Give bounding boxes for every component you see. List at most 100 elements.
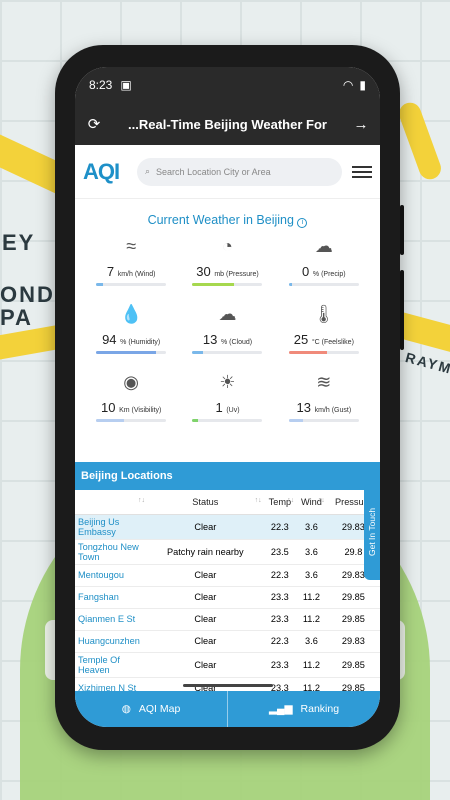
cell-temp: 22.3 — [263, 630, 297, 653]
page-title: ...Real-Time Beijing Weather For — [128, 116, 327, 132]
metric-label: (Pressure) — [226, 271, 259, 278]
cell-name[interactable]: Huangcunzhen — [75, 630, 147, 653]
search-placeholder: Search Location City or Area — [156, 166, 271, 177]
info-icon[interactable]: i — [297, 218, 308, 228]
column-header-status[interactable]: Status ↑↓ — [147, 490, 264, 515]
weather-section-title: Current Weather in Beijing i — [75, 213, 380, 228]
metric-unit: % — [120, 339, 127, 346]
eye-icon: ◉ — [123, 372, 140, 392]
cell-name[interactable]: Qianmen E St — [75, 608, 147, 631]
cell-wind: 3.6 — [296, 630, 327, 653]
metric-unit: % — [312, 271, 320, 278]
metric-label: (Wind) — [134, 271, 156, 278]
map-label: PA — [0, 305, 33, 330]
cell-wind: 11.2 — [296, 586, 327, 609]
locations-panel: Beijing Locations ↑↓ Status ↑↓ Temp ↑↓ Win… — [75, 462, 380, 700]
cell-temp: 22.3 — [263, 564, 297, 587]
site-header: AQI ⌕ Search Location City or Area — [75, 145, 380, 199]
metric-level-bar — [96, 419, 167, 422]
metric-level-bar — [96, 283, 167, 286]
wifi-icon: ◠ — [342, 78, 354, 92]
cell-temp: 22.3 — [263, 514, 297, 540]
metric-level-bar — [96, 351, 167, 354]
weather-metrics: ≈7 km/h (Wind) ◔ 30 mb (Pressure) ☁ 0 % (Pre… — [75, 236, 380, 422]
search-icon: ⌕ — [145, 166, 151, 176]
cell-temp: 23.3 — [263, 586, 297, 609]
get-in-touch-button[interactable]: Get In Touch — [364, 484, 380, 580]
table-row[interactable]: Temple Of Heaven Clear 23.3 11.2 29.85 — [75, 652, 380, 678]
arrow-right-icon[interactable]: → — [353, 115, 369, 133]
aqi-map-label: AQI Map — [138, 703, 181, 715]
cell-temp: 23.3 — [263, 652, 297, 678]
metric-level-bar — [288, 351, 359, 354]
cell-wind: 3.6 — [296, 514, 327, 540]
status-bar: 8:23 ▣ ◠ ▮ — [75, 67, 380, 103]
table-row[interactable]: Huangcunzhen Clear 22.3 3.6 29.83 — [75, 630, 380, 653]
table-row[interactable]: Beijing Us Embassy Clear 22.3 3.6 29.83 — [75, 514, 380, 540]
map-label: EY — [2, 230, 36, 255]
bottom-nav: ◍ AQI Map ▂▄▆ Ranking — [75, 691, 380, 727]
cell-status: Clear — [147, 586, 264, 609]
cell-wind: 3.6 — [296, 564, 327, 587]
cell-status: Patchy rain nearby — [147, 539, 264, 565]
column-header-temp[interactable]: Temp ↑↓ — [263, 490, 297, 515]
cell-name[interactable]: Tongzhou New Town — [75, 539, 147, 565]
metric-label: (Uv) — [226, 407, 240, 414]
metric-uv: ☀ 1 (Uv) — [179, 372, 275, 422]
metric-cloud: ☁ 13 % (Cloud) — [179, 304, 275, 354]
uv-icon: ☀ — [219, 372, 236, 392]
metric-label: (Gust) — [331, 407, 352, 414]
metric-label: (Feelslike) — [321, 339, 354, 346]
refresh-icon[interactable]: ⟳ — [87, 116, 101, 133]
table-row[interactable]: Tongzhou New Town Patchy rain nearby 23.5 3… — [75, 539, 380, 565]
wind-icon: ≈ — [126, 236, 137, 256]
cell-name[interactable]: Fangshan — [75, 586, 147, 609]
metric-value: 30 — [196, 264, 211, 279]
hamburger-menu-icon[interactable] — [352, 165, 372, 178]
aqi-logo[interactable]: AQI — [83, 158, 120, 184]
cell-temp: 23.5 — [263, 539, 297, 565]
thermometer-icon: 🌡 — [312, 304, 336, 324]
cell-name[interactable]: Mentougou — [75, 564, 147, 587]
metric-label: (Precip) — [321, 271, 346, 278]
status-time: 8:23 — [89, 78, 113, 92]
cell-pressure: 29.85 — [326, 586, 380, 609]
metric-level-bar — [192, 351, 263, 354]
app-bar: ⟳ ...Real-Time Beijing Weather For → — [75, 103, 380, 145]
table-row[interactable]: Fangshan Clear 23.3 11.2 29.85 — [75, 586, 380, 609]
metric-gust: ≋ 13 km/h (Gust) — [276, 372, 372, 422]
search-input[interactable]: ⌕ Search Location City or Area — [137, 157, 342, 186]
cell-wind: 11.2 — [296, 608, 327, 631]
bar-chart-icon: ▂▄▆ — [268, 703, 293, 715]
cell-name[interactable]: Temple Of Heaven — [75, 652, 147, 678]
metric-feelslike: 🌡 25 °C (Feelslike) — [276, 304, 372, 354]
metric-level-bar — [192, 419, 263, 422]
metric-label: (Humidity) — [128, 339, 161, 346]
metric-level-bar — [192, 283, 263, 286]
aqi-map-button[interactable]: ◍ AQI Map — [75, 691, 227, 727]
ranking-label: Ranking — [300, 703, 340, 715]
cell-name[interactable]: Beijing Us Embassy — [75, 514, 147, 540]
humidity-icon: 💧 — [119, 304, 143, 324]
cell-status: Clear — [147, 564, 264, 587]
table-row[interactable]: Qianmen E St Clear 23.3 11.2 29.85 — [75, 608, 380, 631]
metric-level-bar — [288, 419, 359, 422]
rain-cloud-icon: ☁ — [314, 236, 333, 256]
metric-value: 0 — [302, 264, 310, 279]
metric-value: 25 — [293, 332, 309, 347]
metric-visibility: ◉ 10 Km (Visibility) — [83, 372, 179, 422]
cell-pressure: 29.85 — [326, 652, 380, 678]
ranking-button[interactable]: ▂▄▆ Ranking — [228, 691, 380, 727]
column-header-wind[interactable]: Wind ↑↓ — [296, 490, 327, 515]
cloud-icon: ☁ — [218, 304, 237, 324]
cell-pressure: 29.85 — [326, 608, 380, 631]
metric-pressure: ◔ 30 mb (Pressure) — [179, 236, 275, 286]
gust-icon: ≋ — [316, 372, 332, 392]
metric-unit: Km — [119, 407, 130, 414]
cell-temp: 23.3 — [263, 608, 297, 631]
metric-label: (Cloud) — [229, 339, 253, 346]
cell-wind: 3.6 — [296, 539, 327, 565]
table-row[interactable]: Mentougou Clear 22.3 3.6 29.83 — [75, 564, 380, 587]
metric-value: 94 — [102, 332, 117, 347]
column-header-name[interactable]: ↑↓ — [75, 490, 147, 515]
